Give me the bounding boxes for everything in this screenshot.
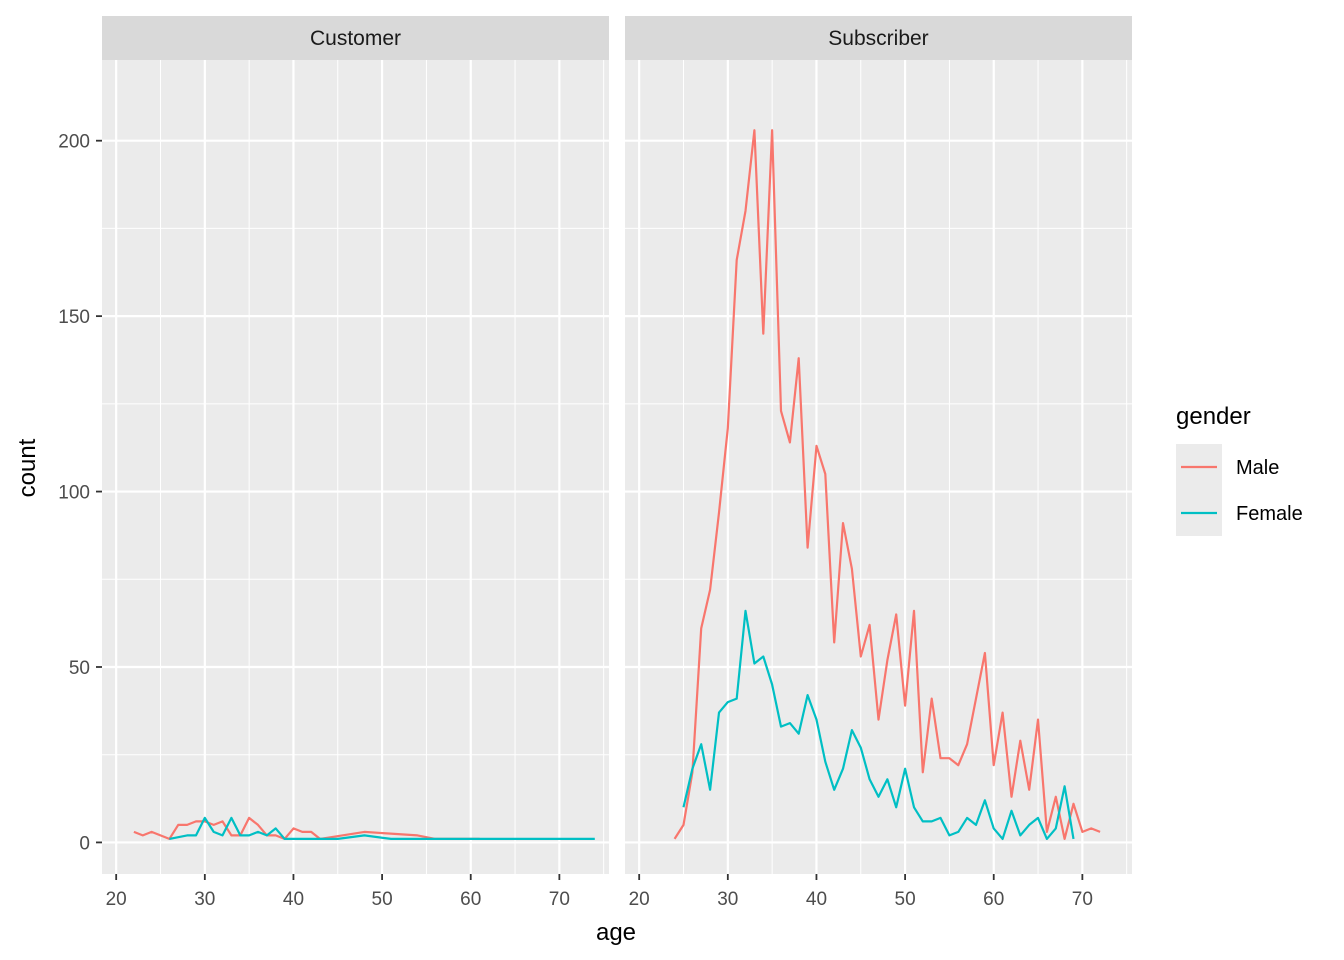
y-tick-label: 100 [58,483,90,504]
y-tick-label: 50 [69,658,90,679]
series-line-subscriber-male [673,129,1101,841]
y-tick-label: 150 [58,307,90,328]
x-axis-customer: 20 30 40 50 60 70 [106,874,570,910]
facet-customer: Customer [102,16,609,874]
series-line-customer-female [169,816,595,841]
x-tick-label: 50 [372,889,393,910]
y-tick-label: 200 [58,132,90,153]
facet-strip-customer [102,16,609,60]
x-tick-label: 70 [1072,889,1093,910]
x-tick-label: 20 [629,889,650,910]
x-axes: 20 30 40 50 60 70 20 30 40 50 60 70 [106,874,1093,910]
legend: gender Male Female [1176,403,1303,536]
x-tick-label: 60 [983,889,1004,910]
y-axis: 0 50 100 150 200 [58,132,102,854]
facet-strip-label-subscriber: Subscriber [828,27,928,50]
legend-label-female: Female [1236,503,1303,525]
facet-subscriber: Subscriber [625,16,1132,874]
legend-title: gender [1176,403,1251,430]
legend-label-male: Male [1236,457,1279,479]
facet-panels: Customer Subscriber [102,16,1132,874]
y-axis-title: count [14,438,41,497]
x-axis-title: age [596,919,636,946]
x-tick-label: 40 [806,889,827,910]
panel-background-customer [102,60,609,874]
series-line-subscriber-female [682,609,1075,841]
y-tick-label: 0 [79,833,90,854]
facet-strip-label-customer: Customer [310,27,401,50]
x-tick-label: 50 [895,889,916,910]
x-tick-label: 30 [717,889,738,910]
x-tick-label: 30 [194,889,215,910]
x-tick-label: 40 [283,889,304,910]
x-axis-subscriber: 20 30 40 50 60 70 [629,874,1093,910]
x-tick-label: 20 [106,889,127,910]
x-tick-label: 70 [549,889,570,910]
x-tick-label: 60 [460,889,481,910]
facet-strip-subscriber [625,16,1132,60]
panel-background-subscriber [625,60,1132,874]
